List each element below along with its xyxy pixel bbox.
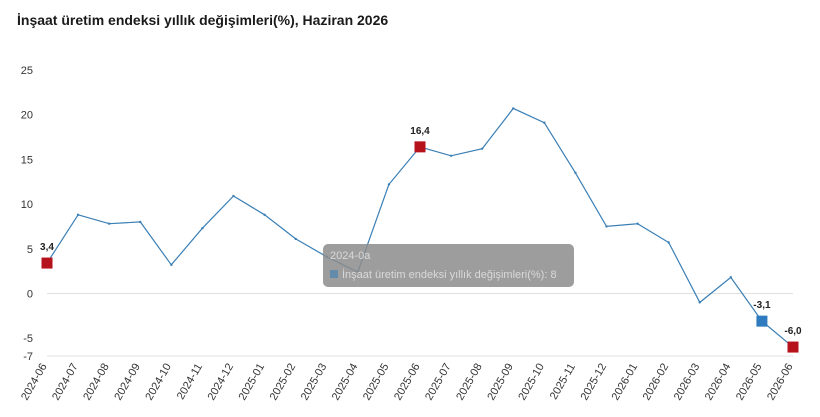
highlight-marker[interactable] bbox=[41, 257, 53, 269]
data-point[interactable] bbox=[449, 154, 453, 157]
data-point[interactable] bbox=[605, 225, 608, 228]
x-tick-label: 2025-03 bbox=[299, 362, 330, 403]
y-axis: 25 20 15 10 5 0 -5 -7 bbox=[21, 65, 33, 363]
x-tick-label: 2025-08 bbox=[454, 361, 485, 402]
x-tick-label: 2024-10 bbox=[143, 362, 174, 403]
data-label: 3,4 bbox=[40, 242, 54, 253]
data-point[interactable] bbox=[387, 183, 391, 186]
x-tick-label: 2026-05 bbox=[734, 362, 765, 403]
x-tick-label: 2025-01 bbox=[237, 362, 268, 403]
data-point[interactable] bbox=[139, 220, 142, 224]
x-tick-label: 2025-10 bbox=[516, 362, 547, 403]
x-tick-label: 2026-04 bbox=[703, 362, 734, 403]
data-point[interactable] bbox=[698, 301, 701, 304]
chart-title: İnşaat üretim endeksi yıllık değişimleri… bbox=[17, 12, 389, 28]
tooltip-box bbox=[323, 244, 574, 287]
highlight-marker[interactable] bbox=[787, 341, 799, 353]
x-tick-label: 2024-08 bbox=[81, 362, 112, 403]
data-point[interactable] bbox=[201, 226, 204, 230]
x-tick-label: 2026-06 bbox=[765, 362, 796, 403]
data-point[interactable] bbox=[76, 213, 80, 216]
x-tick-label: 2024-12 bbox=[206, 362, 237, 403]
data-point[interactable] bbox=[729, 276, 733, 279]
data-point[interactable] bbox=[574, 171, 577, 174]
x-axis: 2024-06 2024-07 2024-08 2024-09 2024-10 2024-… bbox=[19, 361, 796, 402]
data-point[interactable] bbox=[480, 147, 484, 150]
x-tick-label: 2026-02 bbox=[641, 362, 672, 403]
data-point[interactable] bbox=[170, 263, 173, 267]
x-tick-label: 2024-09 bbox=[112, 362, 143, 403]
data-point[interactable] bbox=[636, 222, 639, 225]
tooltip: 2024-0a İnşaat üretim endeksi yıllık değ… bbox=[323, 244, 574, 287]
x-tick-label: 2025-12 bbox=[579, 362, 610, 403]
tooltip-series-swatch bbox=[330, 270, 338, 278]
data-point[interactable] bbox=[543, 121, 546, 124]
x-tick-label: 2025-02 bbox=[268, 362, 299, 403]
y-tick-label: -7 bbox=[23, 351, 33, 363]
tooltip-title: 2024-0a bbox=[330, 250, 371, 262]
data-label: -6,0 bbox=[784, 326, 802, 337]
x-tick-label: 2025-11 bbox=[548, 362, 578, 402]
tooltip-text: İnşaat üretim endeksi yıllık değişimleri… bbox=[342, 268, 557, 281]
data-point[interactable] bbox=[294, 237, 297, 241]
y-tick-label: 20 bbox=[21, 110, 33, 122]
y-tick-label: 25 bbox=[21, 65, 33, 77]
x-tick-label: 2024-11 bbox=[175, 362, 205, 402]
x-tick-label: 2024-07 bbox=[50, 362, 81, 403]
highlight-marker[interactable] bbox=[414, 141, 426, 153]
x-tick-label: 2024-06 bbox=[19, 362, 50, 403]
data-label: 16,4 bbox=[410, 126, 430, 137]
data-point[interactable] bbox=[512, 107, 515, 110]
y-tick-label: 15 bbox=[21, 154, 33, 166]
x-tick-label: 2025-05 bbox=[361, 362, 392, 403]
x-tick-label: 2025-06 bbox=[392, 362, 423, 403]
data-label: -3,1 bbox=[753, 300, 771, 311]
highlight-marker[interactable] bbox=[756, 315, 768, 327]
x-tick-label: 2026-01 bbox=[610, 362, 641, 403]
data-point[interactable] bbox=[667, 241, 670, 244]
y-tick-label: 5 bbox=[27, 244, 33, 256]
y-tick-label: 10 bbox=[21, 199, 33, 211]
data-point[interactable] bbox=[232, 194, 235, 198]
data-point[interactable] bbox=[263, 213, 266, 216]
x-tick-label: 2025-04 bbox=[330, 362, 361, 403]
x-tick-label: 2025-07 bbox=[423, 362, 454, 403]
y-tick-label: 0 bbox=[27, 288, 33, 300]
y-tick-label: -5 bbox=[23, 333, 33, 345]
highlight-markers: 3,4 16,4 -3,1 -6,0 bbox=[40, 126, 802, 353]
x-tick-label: 2026-03 bbox=[672, 362, 703, 403]
data-point[interactable] bbox=[107, 222, 111, 225]
x-tick-label: 2025-09 bbox=[485, 362, 516, 403]
